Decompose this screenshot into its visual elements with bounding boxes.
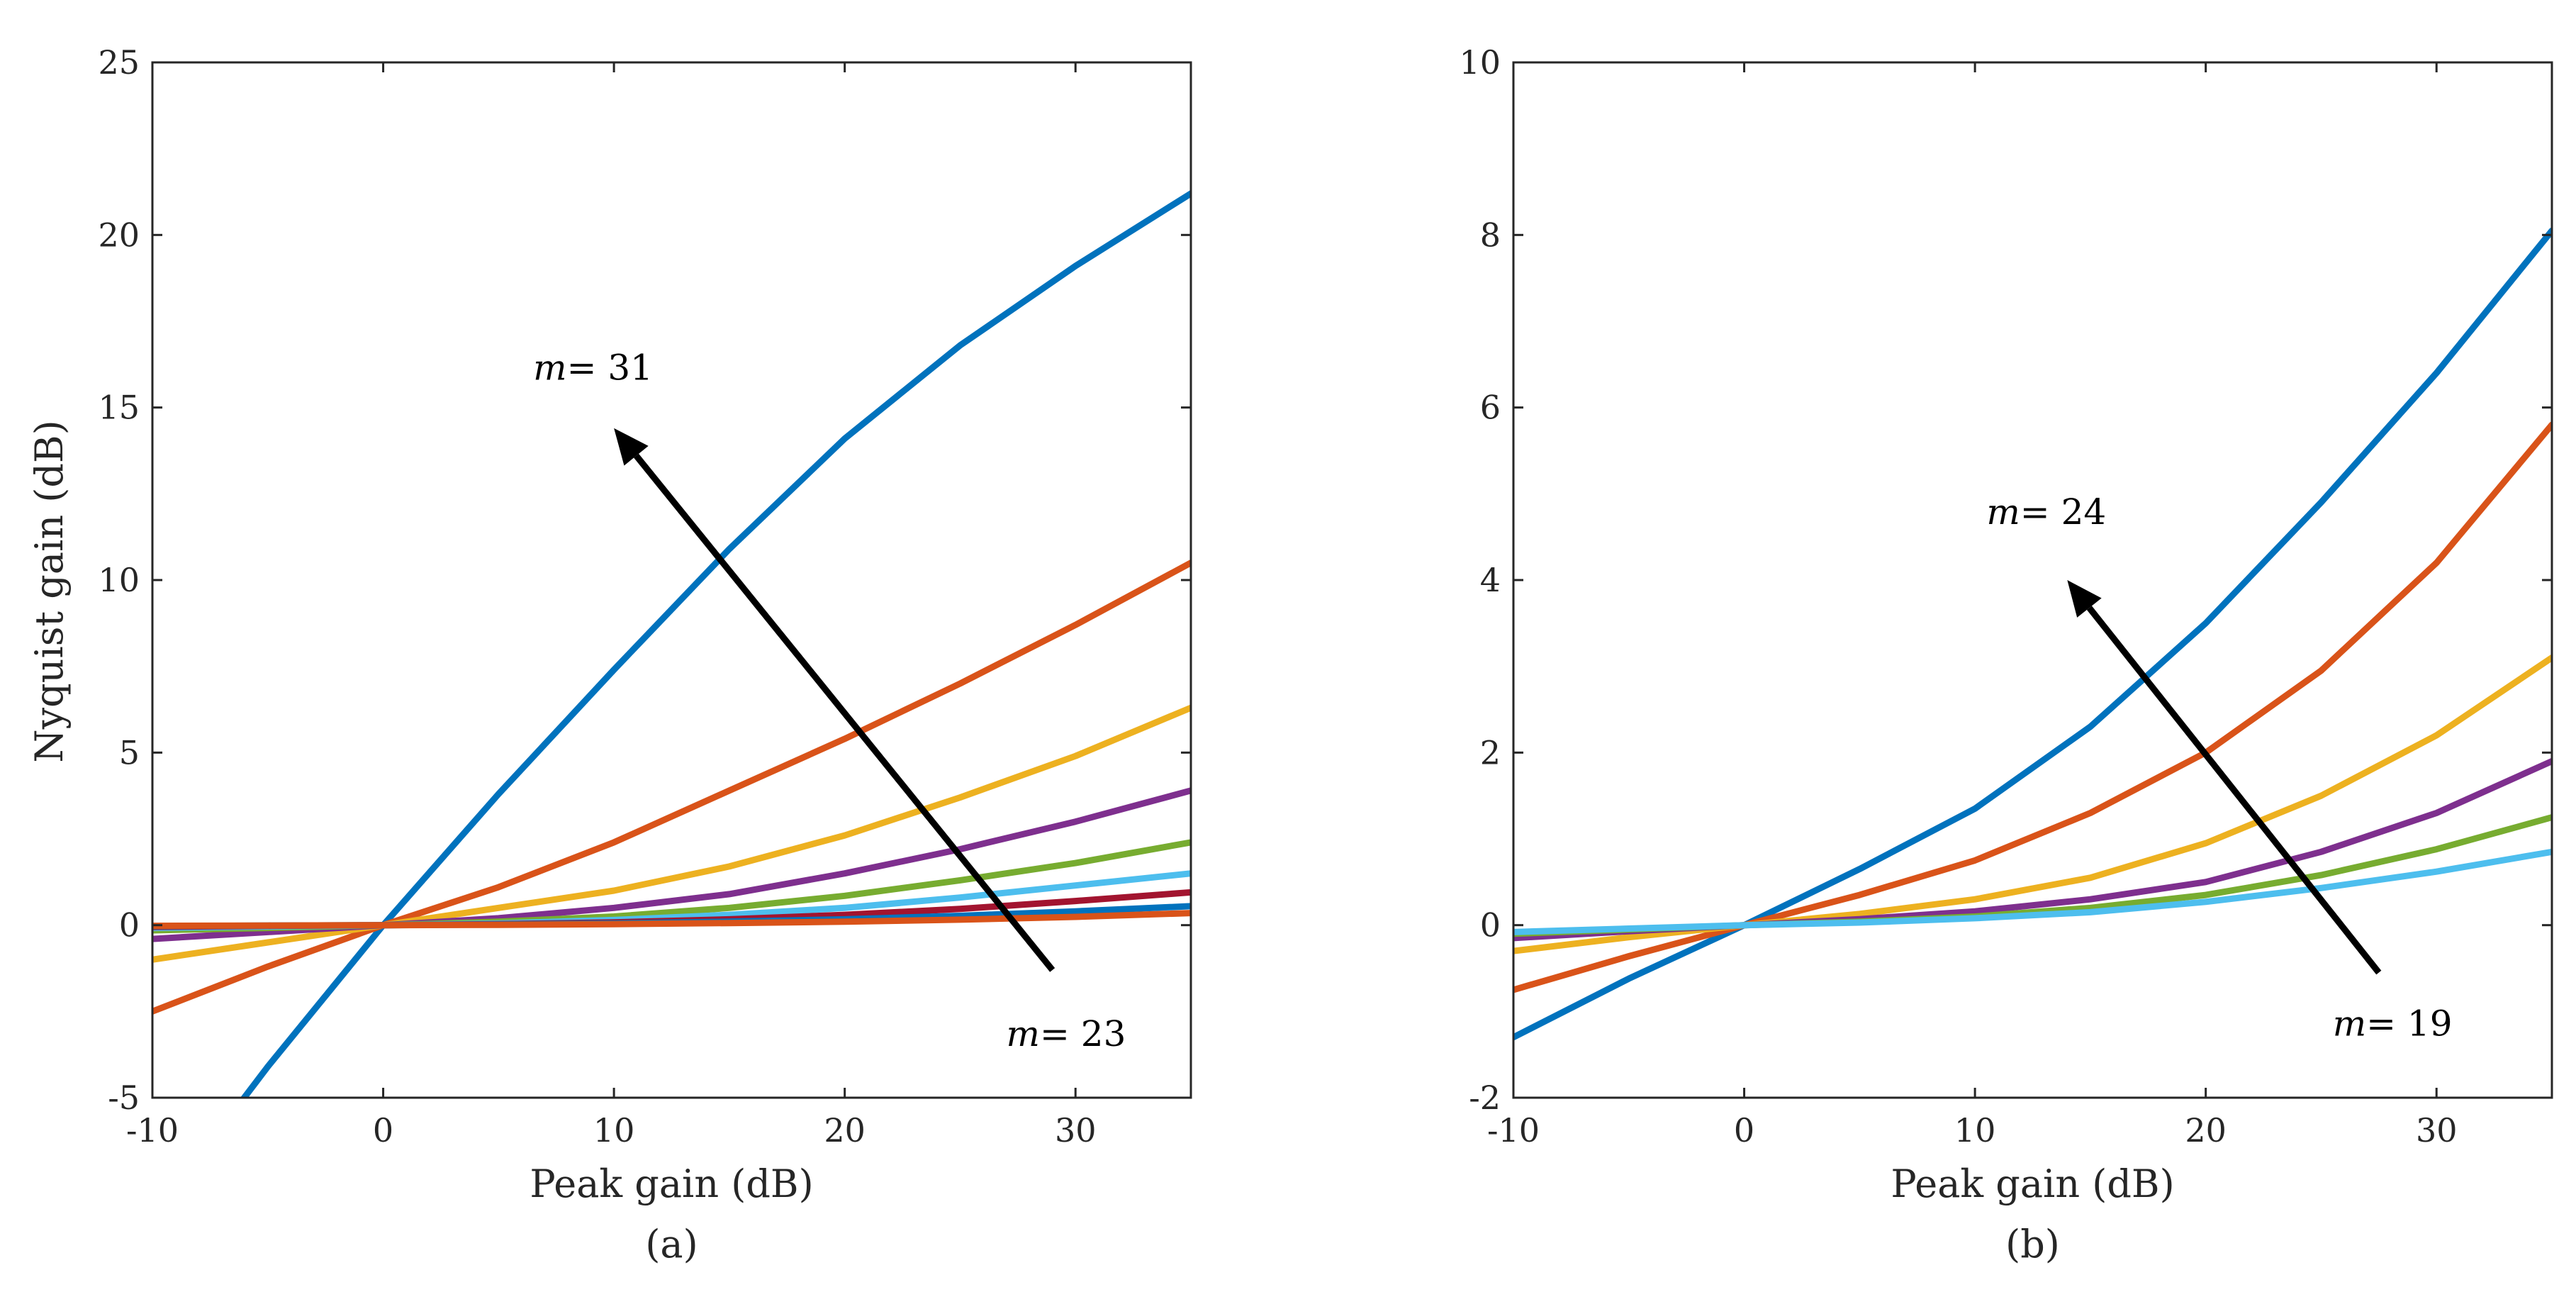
- x-tick-label: 10: [593, 1111, 635, 1149]
- series-group: [1513, 227, 2552, 1041]
- y-tick-label: 10: [1459, 43, 1501, 82]
- x-tick-label: 20: [2185, 1111, 2227, 1149]
- y-tick-label: -5: [108, 1079, 140, 1117]
- y-tick-label: 4: [1480, 561, 1501, 599]
- y-tick-label: 5: [119, 733, 140, 772]
- y-tick-label: -2: [1469, 1079, 1501, 1117]
- annotation-bottom-m: m: [2333, 1003, 2366, 1044]
- y-tick-label: 0: [1480, 906, 1501, 945]
- plot-frame: [151, 61, 1192, 1099]
- series-line-m-31: [240, 190, 1191, 1098]
- panel-label: (b): [2005, 1222, 2060, 1266]
- y-tick-label: 0: [119, 906, 140, 945]
- x-axis-label: Peak gain (dB): [530, 1162, 813, 1206]
- x-tick-label: -10: [1487, 1111, 1540, 1149]
- y-tick-label: 8: [1480, 216, 1501, 254]
- y-tick-label: 2: [1480, 733, 1501, 772]
- arrow-head-icon: [614, 428, 649, 466]
- y-axis-label: Nyquist gain (dB): [27, 420, 72, 762]
- x-tick-label: -10: [126, 1111, 179, 1149]
- x-tick-label: 30: [1055, 1111, 1097, 1149]
- series-line-m-23: [1513, 421, 2552, 993]
- y-tick-label: 6: [1480, 389, 1501, 427]
- series-line-m-23: [152, 910, 1191, 930]
- x-tick-label: 0: [1734, 1111, 1754, 1149]
- annotation-top-m: m: [1986, 491, 2020, 533]
- x-tick-label: 20: [824, 1111, 866, 1149]
- annotation-bottom-value: = 23: [1040, 1013, 1126, 1054]
- arrow-head-icon: [2067, 580, 2102, 618]
- annotation-bottom: m= 23: [1007, 1013, 1126, 1054]
- annotation-top-m: m: [533, 347, 566, 389]
- y-tick-label: 10: [98, 561, 140, 599]
- annotation-bottom: m= 19: [2333, 1003, 2453, 1044]
- annotation-top-value: = 24: [2020, 491, 2106, 533]
- panel-label: (a): [645, 1222, 698, 1266]
- arrow-shaft: [2086, 606, 2382, 975]
- chart-panel-a: -10 0 10 20 30 -5 0 5 10 15 20 25 Peak gain (dB) (a) N…: [27, 43, 1192, 1266]
- x-tick-label: 10: [1954, 1111, 1996, 1149]
- annotation-top: m= 31: [533, 347, 653, 389]
- series-line-m-19: [1513, 848, 2552, 935]
- annotation-top-value: = 31: [567, 347, 653, 389]
- annotation-bottom-value: = 19: [2366, 1003, 2452, 1044]
- annotation-bottom-m: m: [1007, 1013, 1040, 1054]
- y-tick-label: 25: [98, 43, 140, 82]
- x-tick-label: 30: [2416, 1111, 2458, 1149]
- series-line-m-30: [152, 559, 1191, 1015]
- series-line-m-29: [152, 704, 1191, 963]
- y-tick-label: 20: [98, 216, 140, 254]
- x-axis-label: Peak gain (dB): [1891, 1162, 2174, 1206]
- x-tick-label: 0: [373, 1111, 393, 1149]
- annotation-top: m= 24: [1986, 491, 2106, 533]
- y-tick-label: 15: [98, 389, 140, 427]
- series-line-m-24: [1513, 227, 2552, 1041]
- series-group: [152, 190, 1191, 1098]
- arrow-shaft: [634, 453, 1055, 972]
